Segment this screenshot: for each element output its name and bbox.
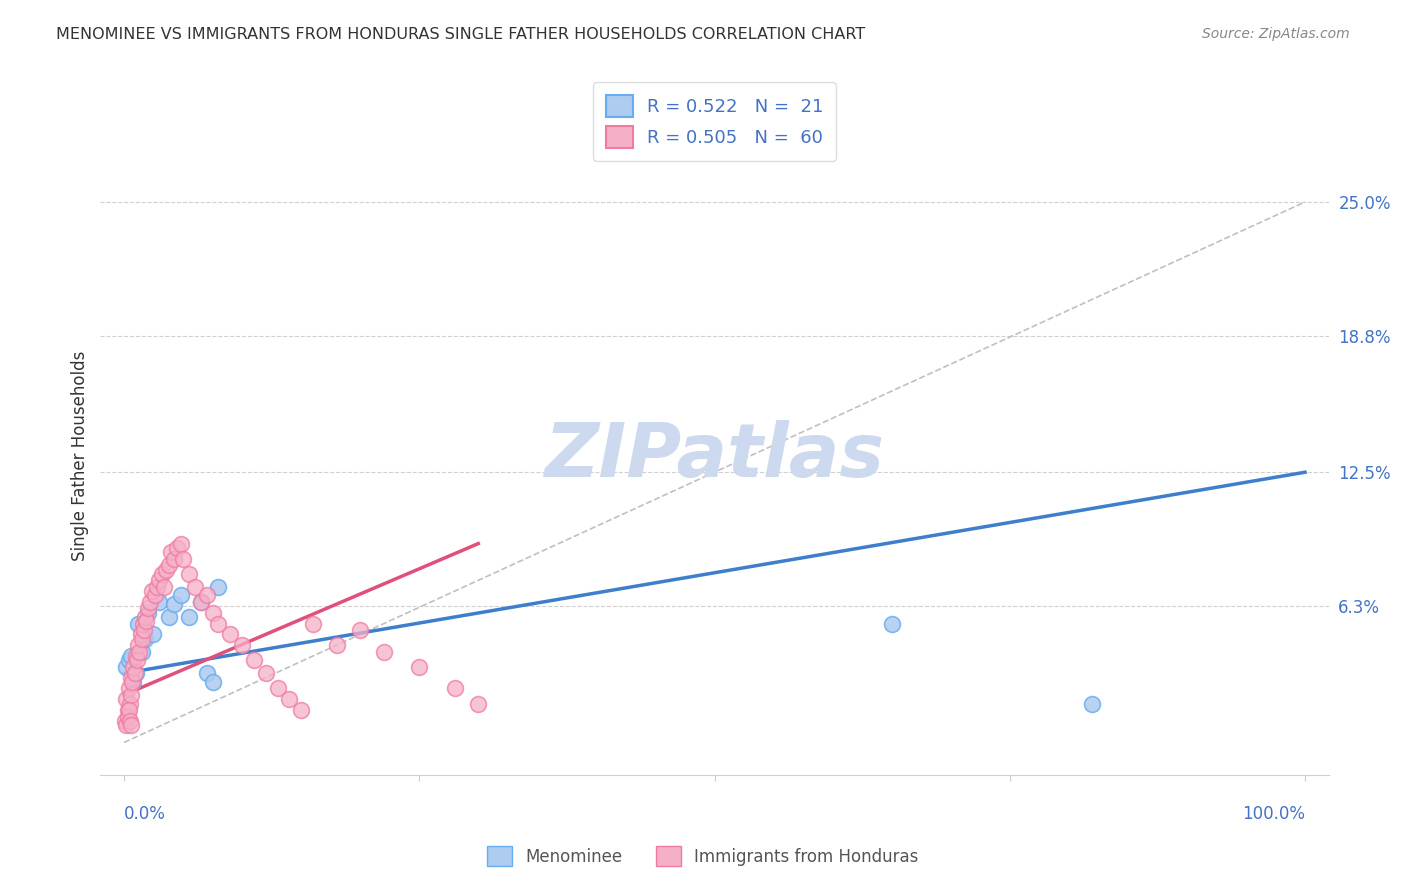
- Point: [219, 627, 242, 641]
- Point: [136, 601, 159, 615]
- Point: [160, 545, 183, 559]
- Point: [124, 666, 146, 681]
- Point: [443, 681, 465, 696]
- Point: [117, 709, 139, 723]
- Point: [131, 632, 153, 646]
- Point: [231, 638, 253, 652]
- Point: [266, 681, 288, 696]
- Point: [162, 551, 184, 566]
- Point: [134, 632, 156, 646]
- Point: [166, 541, 188, 555]
- Point: [195, 666, 218, 681]
- Point: [117, 703, 139, 717]
- Point: [118, 653, 141, 667]
- Point: [128, 645, 150, 659]
- Point: [131, 645, 153, 659]
- Point: [121, 675, 143, 690]
- Legend: R = 0.522   N =  21, R = 0.505   N =  60: R = 0.522 N = 21, R = 0.505 N = 60: [593, 82, 837, 161]
- Point: [157, 558, 180, 573]
- Legend: Menominee, Immigrants from Honduras: Menominee, Immigrants from Honduras: [479, 838, 927, 875]
- Point: [148, 595, 170, 609]
- Point: [172, 551, 194, 566]
- Point: [155, 562, 177, 576]
- Point: [157, 610, 180, 624]
- Point: [290, 703, 312, 717]
- Point: [129, 627, 152, 641]
- Point: [408, 660, 430, 674]
- Point: [115, 660, 138, 674]
- Point: [325, 638, 347, 652]
- Point: [1081, 697, 1104, 711]
- Point: [120, 688, 142, 702]
- Point: [177, 566, 200, 581]
- Point: [136, 606, 159, 620]
- Point: [190, 595, 212, 609]
- Y-axis label: Single Father Households: Single Father Households: [72, 351, 89, 561]
- Text: ZIPatlas: ZIPatlas: [544, 419, 884, 492]
- Point: [118, 714, 141, 728]
- Point: [153, 580, 176, 594]
- Point: [302, 616, 325, 631]
- Point: [373, 645, 395, 659]
- Text: MENOMINEE VS IMMIGRANTS FROM HONDURAS SINGLE FATHER HOUSEHOLDS CORRELATION CHART: MENOMINEE VS IMMIGRANTS FROM HONDURAS SI…: [56, 27, 866, 42]
- Text: 0.0%: 0.0%: [124, 805, 166, 823]
- Point: [162, 597, 184, 611]
- Point: [141, 584, 163, 599]
- Point: [127, 638, 149, 652]
- Point: [349, 623, 371, 637]
- Point: [467, 697, 489, 711]
- Point: [120, 648, 142, 663]
- Point: [880, 616, 903, 631]
- Point: [177, 610, 200, 624]
- Point: [134, 610, 156, 624]
- Point: [125, 653, 148, 667]
- Point: [150, 566, 173, 581]
- Point: [115, 692, 138, 706]
- Point: [115, 718, 138, 732]
- Point: [148, 574, 170, 588]
- Text: Source: ZipAtlas.com: Source: ZipAtlas.com: [1202, 27, 1350, 41]
- Point: [201, 606, 224, 620]
- Point: [125, 648, 148, 663]
- Point: [190, 595, 212, 609]
- Point: [184, 580, 207, 594]
- Point: [143, 589, 166, 603]
- Point: [207, 580, 229, 594]
- Point: [243, 653, 266, 667]
- Point: [201, 675, 224, 690]
- Point: [114, 714, 136, 728]
- Point: [118, 697, 141, 711]
- Point: [127, 616, 149, 631]
- Point: [142, 627, 165, 641]
- Point: [120, 718, 142, 732]
- Point: [195, 589, 218, 603]
- Point: [254, 666, 277, 681]
- Text: 100.0%: 100.0%: [1241, 805, 1305, 823]
- Point: [169, 589, 191, 603]
- Point: [132, 616, 155, 631]
- Point: [139, 595, 162, 609]
- Point: [146, 580, 169, 594]
- Point: [135, 615, 157, 629]
- Point: [122, 660, 145, 674]
- Point: [132, 623, 155, 637]
- Point: [207, 616, 229, 631]
- Point: [278, 692, 301, 706]
- Point: [118, 703, 141, 717]
- Point: [122, 675, 145, 690]
- Point: [120, 671, 142, 685]
- Point: [169, 536, 191, 550]
- Point: [125, 666, 148, 681]
- Point: [118, 681, 141, 696]
